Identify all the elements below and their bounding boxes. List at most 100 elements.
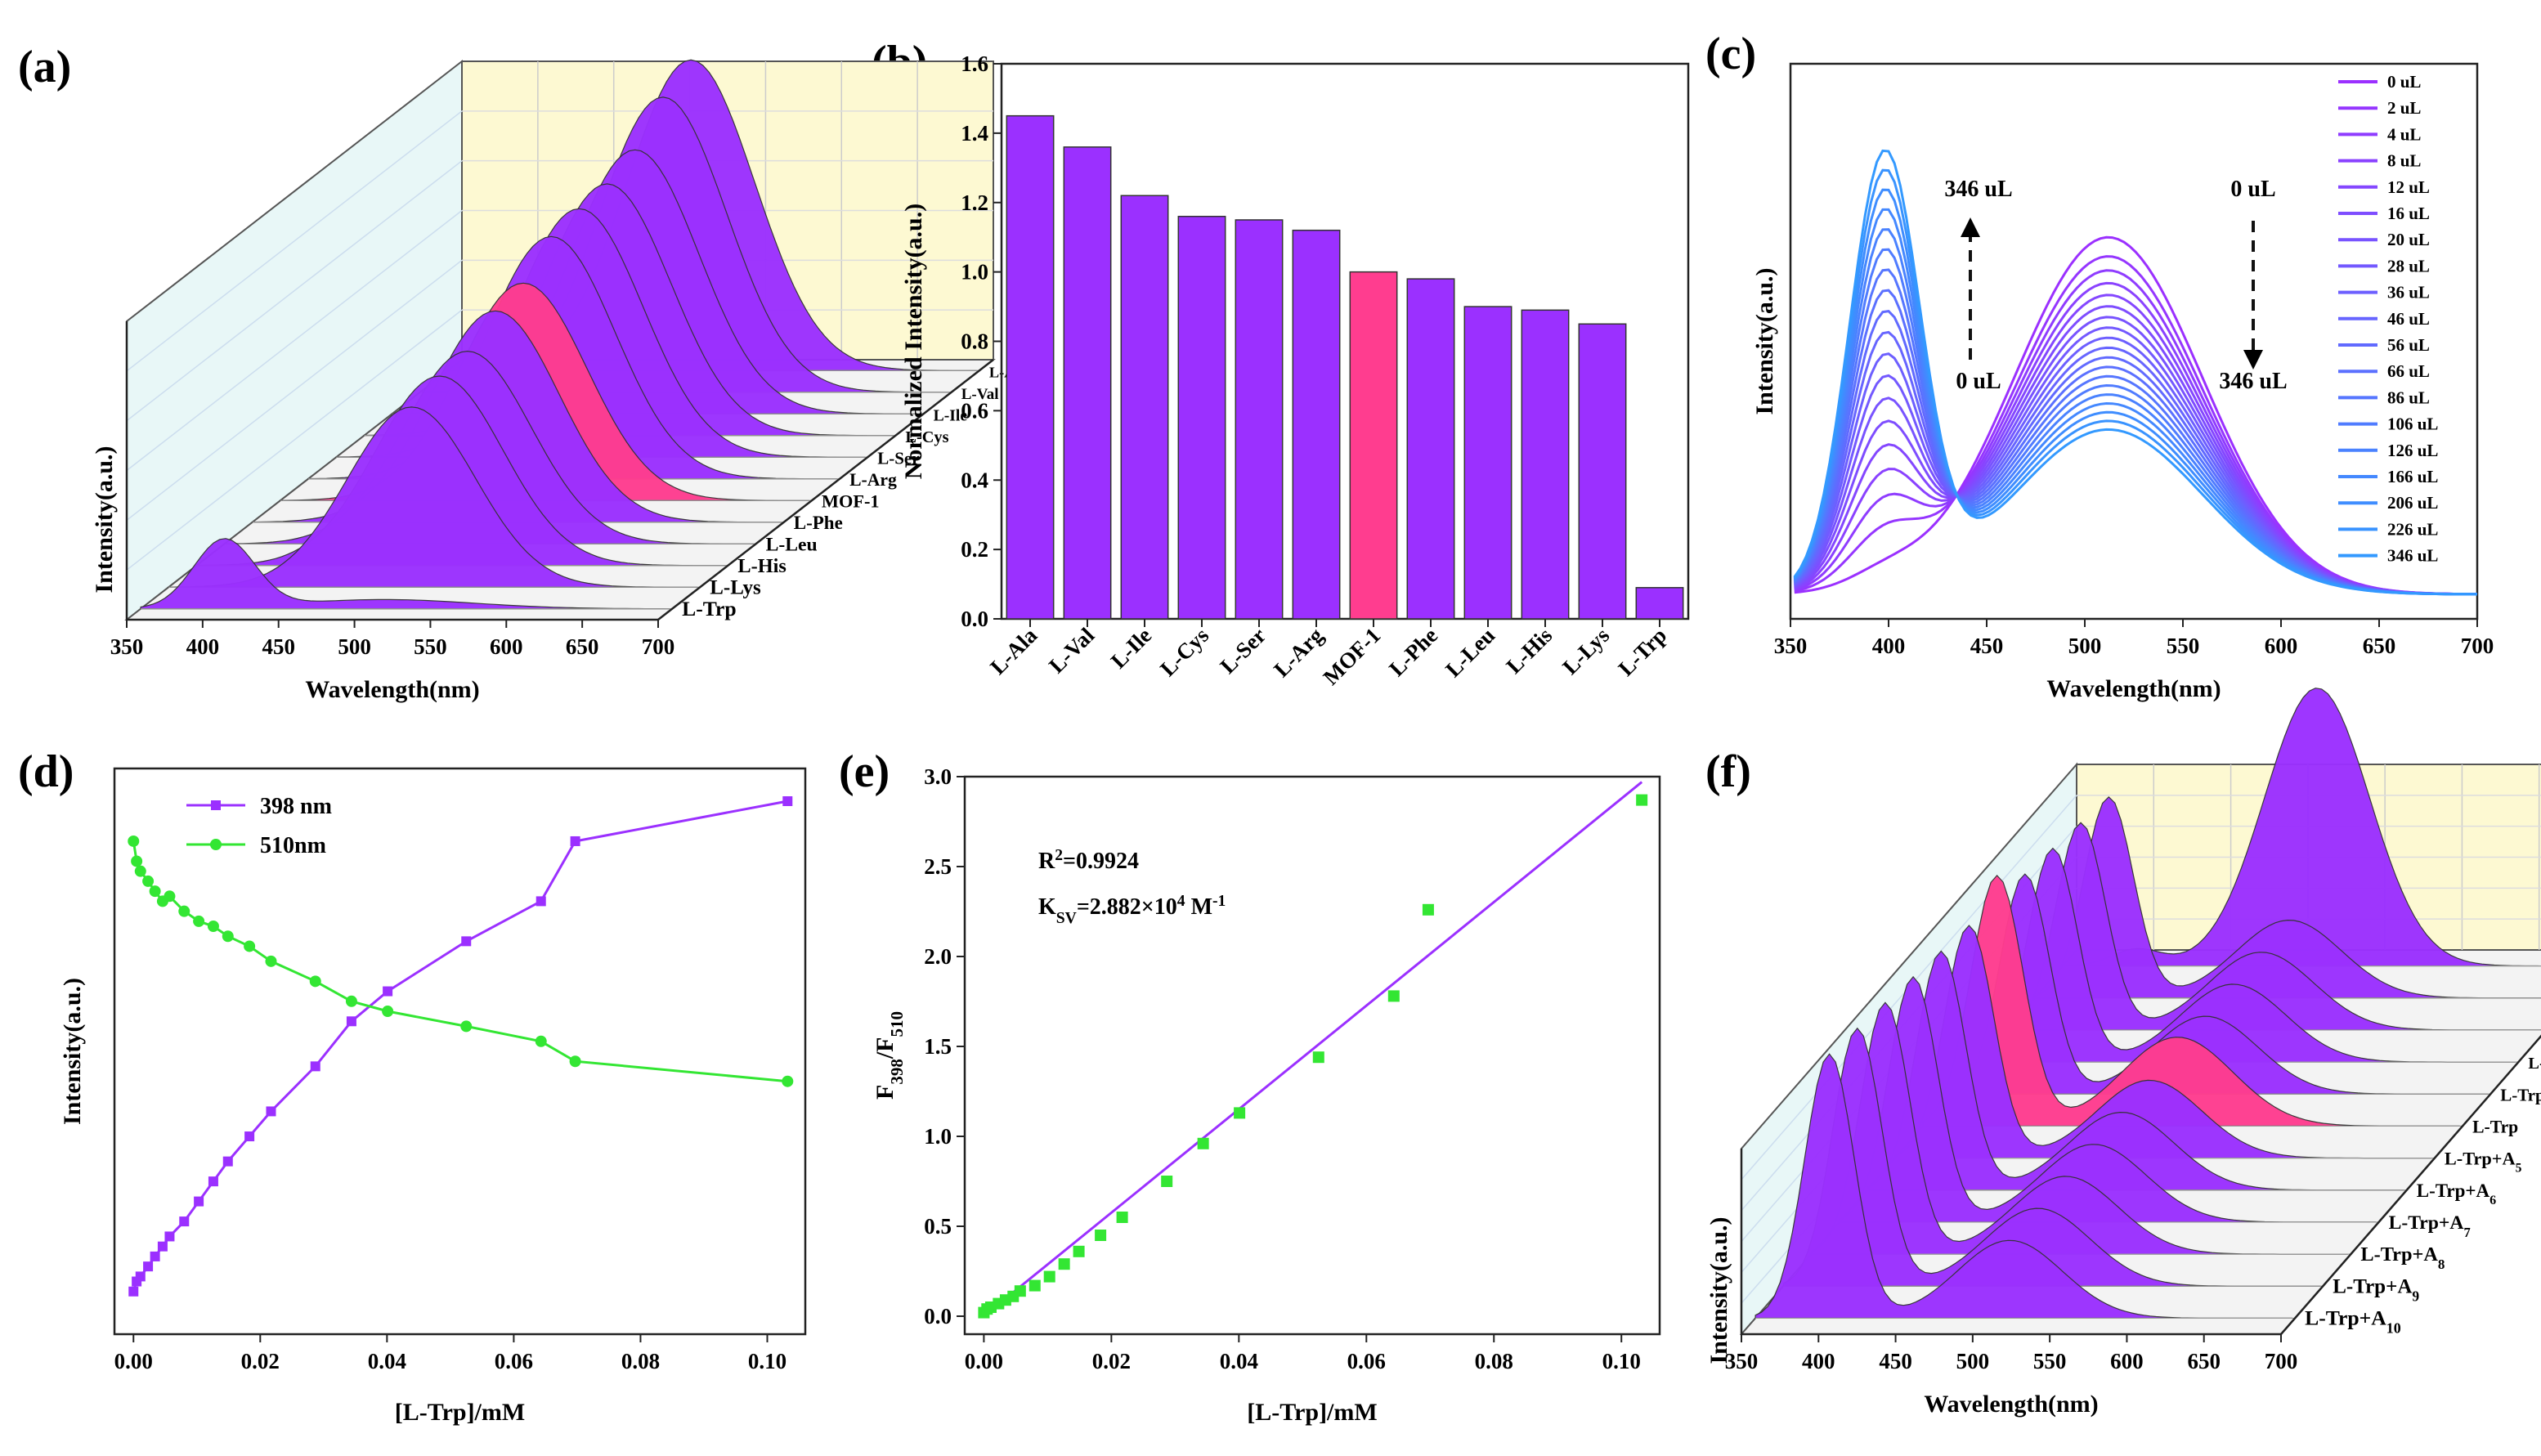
ksv-sub: SV (1056, 910, 1077, 927)
data-point (461, 936, 472, 947)
legend-label: 226 uL (2387, 519, 2438, 539)
series-label: L-Trp+A8 (2360, 1243, 2445, 1272)
series-label: L-Trp+A7 (2389, 1212, 2471, 1240)
x-tick-label: L-Leu (1441, 623, 1499, 682)
data-point (1043, 1270, 1055, 1283)
y-tick-label: 0.6 (961, 398, 988, 423)
series-label: L-Leu (766, 534, 818, 555)
legend-label: 0 uL (2387, 72, 2421, 92)
x-tick-label: 600 (2110, 1349, 2144, 1373)
x-tick-label: 0.10 (748, 1349, 786, 1373)
x-tick-label: L-Ser (1215, 623, 1270, 679)
data-point (1095, 1230, 1107, 1241)
x-tick-label: 600 (490, 634, 523, 659)
x-tick-label: L-Ile (1106, 623, 1157, 674)
data-point (570, 836, 580, 846)
x-axis-title: Wavelength(nm) (305, 676, 479, 703)
x-tick-label: 350 (1774, 634, 1808, 658)
x-tick-label: 450 (1879, 1349, 1912, 1373)
y-tick-label: 0.0 (924, 1304, 952, 1328)
x-tick-label: L-Ala (985, 623, 1042, 679)
data-point (1422, 903, 1434, 916)
data-point (1116, 1212, 1128, 1223)
y-axis-title: Intensity(a.u.) (1705, 1216, 1732, 1364)
x-tick-label: 0.06 (1347, 1349, 1386, 1373)
data-point (1161, 1176, 1173, 1187)
data-point (460, 1020, 473, 1033)
legend-label: 66 uL (2387, 361, 2430, 381)
legend-label: 510nm (260, 833, 326, 858)
legend-label: 206 uL (2387, 493, 2438, 513)
x-tick-label: 700 (2265, 1349, 2298, 1373)
data-point (244, 940, 256, 952)
legend-label: 346 uL (2387, 546, 2438, 566)
legend-label: 20 uL (2387, 230, 2430, 249)
x-tick-label: 650 (2363, 634, 2396, 658)
y-axis-title: Intensity(a.u.) (59, 978, 86, 1125)
legend-marker (210, 839, 222, 850)
y-axis-title: F398/F510 (872, 1011, 907, 1100)
series-label-sub: 7 (2463, 1224, 2470, 1239)
data-point (1234, 1107, 1246, 1119)
series-label: L-Trp+A4 (2500, 1085, 2541, 1110)
series-label: L-Cys (905, 428, 948, 446)
series-label: MOF-1 (822, 491, 880, 511)
series-label: L-Trp+A5 (2445, 1149, 2522, 1176)
data-point (164, 1231, 175, 1242)
z-axis (657, 359, 994, 620)
x-tick-label: L-Val (1044, 623, 1100, 679)
bar-L-His (1521, 309, 1570, 620)
panel-c-chart: 350 400 450 500 550 600 650 700 Wavelength(nm) In… (1751, 62, 2494, 702)
x-tick-label: 0.06 (495, 1349, 533, 1373)
x-tick-label: 550 (414, 634, 447, 659)
series-label: L-Trp+A10 (2305, 1306, 2401, 1336)
legend-label: 46 uL (2387, 309, 2430, 329)
data-point (142, 875, 155, 887)
data-point (1058, 1258, 1070, 1270)
data-point (569, 1055, 581, 1068)
spectrum-line (1793, 149, 2477, 596)
x-tick-label: 0.00 (965, 1349, 1003, 1373)
y-axis-title-sub2: 510 (887, 1011, 907, 1037)
bar-L-Ala (1006, 114, 1055, 620)
y-tick-label: 2.5 (924, 854, 952, 879)
x-tick-label: 350 (110, 634, 144, 659)
panel-e-chart: 0.00 0.02 0.04 0.06 0.08 0.10 0.0 0.5 1.0 1.5 2.0 2… (872, 764, 1661, 1426)
legend-label: 8 uL (2387, 151, 2421, 171)
panel-f-letter: (f) (1705, 746, 1751, 797)
x-axis-title: [L-Trp]/mM (1247, 1399, 1377, 1426)
data-point (207, 921, 219, 932)
y-tick-label: 1.4 (961, 121, 988, 146)
x-tick-label: 500 (338, 634, 371, 659)
x-tick-label: 400 (1872, 634, 1906, 658)
panel-b-chart: 0.00.20.40.60.81.01.21.41.6L-Ala L-Val L-I… (900, 52, 1690, 690)
series-label-sub: 10 (2386, 1319, 2401, 1336)
panel-f-chart: MOF-1L-Trp+A1L-Trp+A2L-Trp+A3L-Trp+A4L-T… (1705, 688, 2541, 1418)
side-grid-line (126, 259, 463, 521)
bar-L-Val (1063, 146, 1112, 620)
series-line-1 (132, 840, 788, 1083)
x-tick-label: 0.04 (368, 1349, 406, 1373)
data-point (131, 855, 143, 867)
legend-label: 16 uL (2387, 204, 2430, 223)
legend-label: 86 uL (2387, 388, 2430, 407)
series-label: L-Arg (849, 470, 897, 490)
data-point (1014, 1285, 1026, 1297)
ksv-annotation: KSV=2.882×104 M-1 (1038, 893, 1226, 927)
legend-label: 166 uL (2387, 467, 2438, 486)
ksv-unit: M (1185, 894, 1212, 920)
data-point (382, 1006, 394, 1018)
x-tick-label: 550 (2033, 1349, 2067, 1373)
data-point (179, 1216, 190, 1227)
legend-label: 106 uL (2387, 414, 2438, 434)
data-point (309, 975, 321, 988)
side-grid-line (126, 110, 463, 372)
data-point (536, 896, 546, 907)
legend-label: 12 uL (2387, 177, 2430, 197)
arrow-down-head (2243, 350, 2263, 370)
y-tick-label: 1.2 (961, 190, 988, 215)
y-tick-label: 3.0 (924, 764, 952, 789)
data-point (128, 1286, 139, 1297)
data-point (782, 1075, 794, 1087)
x-tick-label: 350 (1725, 1349, 1759, 1373)
